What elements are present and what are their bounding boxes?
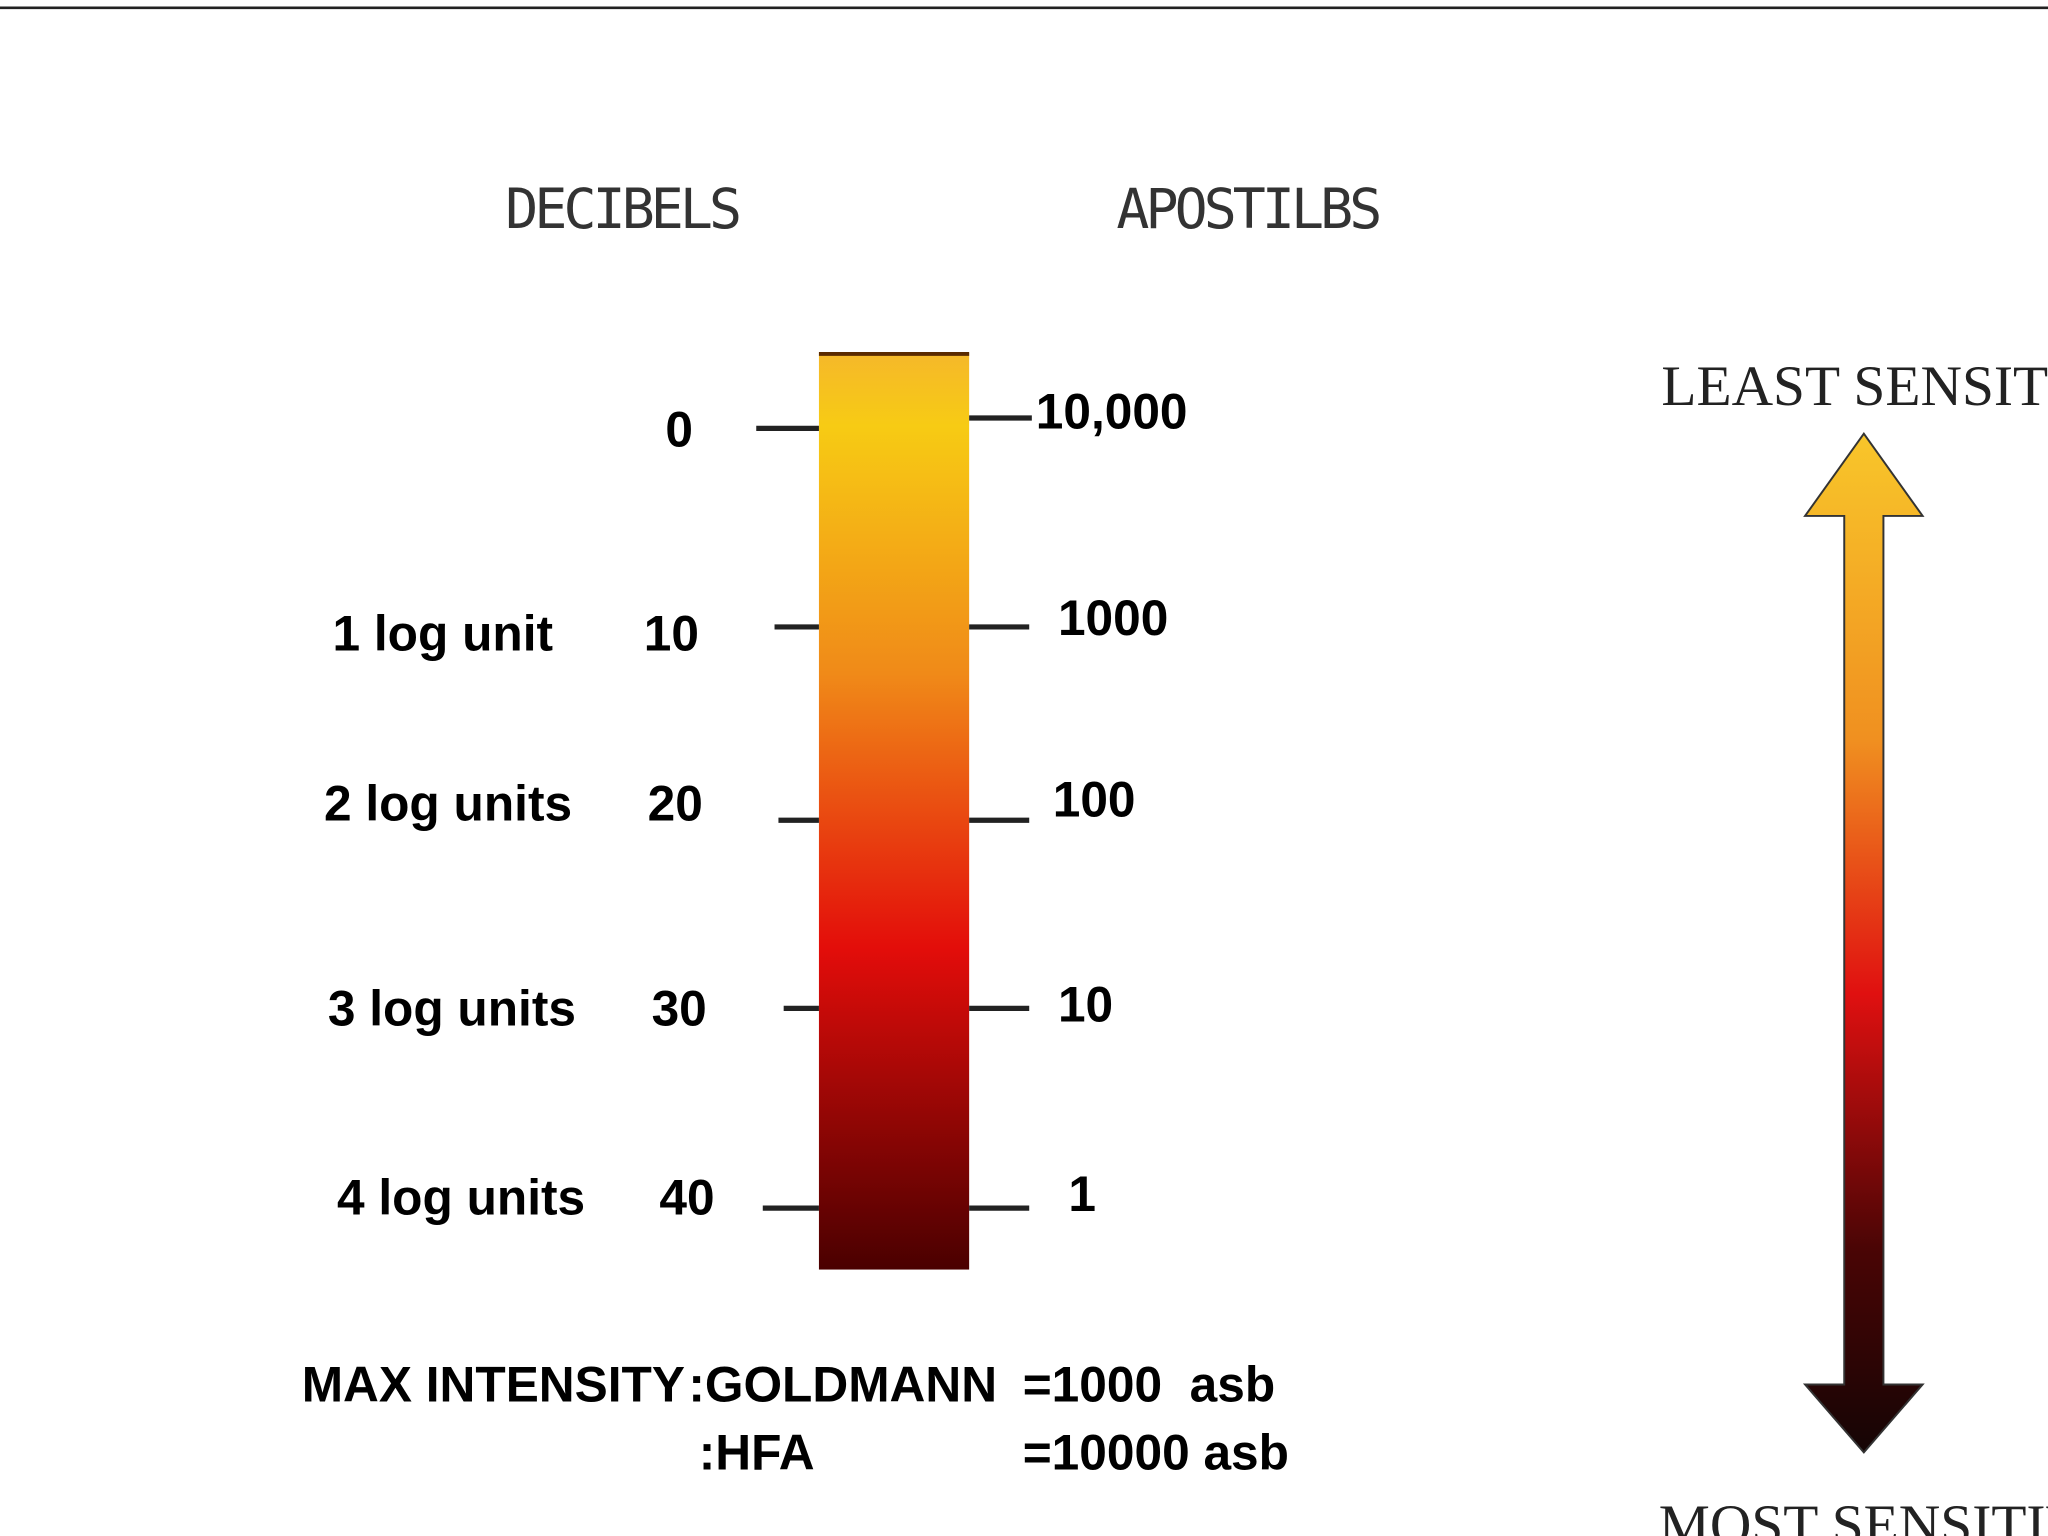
decibel-label: 0 [665, 402, 693, 458]
log-unit-label: 3 log units [328, 980, 576, 1036]
log-unit-label: 4 log units [337, 1170, 585, 1226]
decibel-label: 10 [644, 605, 699, 661]
goldmann-label: :GOLDMANN [688, 1357, 997, 1413]
apostilb-label: 100 [1053, 771, 1136, 827]
arrow-top-label: LEAST SENSITIVE [1661, 355, 2048, 418]
goldmann-value: =1000 asb [1023, 1357, 1275, 1413]
hfa-value: =10000 asb [1023, 1424, 1289, 1480]
decibel-label: 40 [659, 1170, 714, 1226]
decibel-label: 20 [648, 775, 703, 831]
scale-rows: 0 10,000 1 log unit 10 1000 2 log units 20 100 3… [324, 383, 1188, 1225]
apostilb-label: 1000 [1058, 590, 1168, 646]
apostilb-label: 1 [1068, 1166, 1096, 1222]
arrow-bottom-label: MOST SENSITIVE [1659, 1494, 2048, 1536]
intensity-bar [818, 352, 970, 1270]
decibels-header: DECIBELS [505, 177, 739, 241]
decibel-label: 30 [652, 980, 707, 1036]
apostilbs-header: APOSTILBS [1116, 177, 1379, 241]
sensitivity-arrow [1802, 431, 1925, 1454]
log-unit-label: 1 log unit [333, 605, 554, 661]
footer-label: MAX INTENSITY [302, 1357, 685, 1413]
apostilb-label: 10 [1058, 976, 1113, 1032]
log-unit-label: 2 log units [324, 775, 572, 831]
apostilb-label: 10,000 [1036, 383, 1188, 439]
hfa-label: :HFA [699, 1424, 815, 1480]
